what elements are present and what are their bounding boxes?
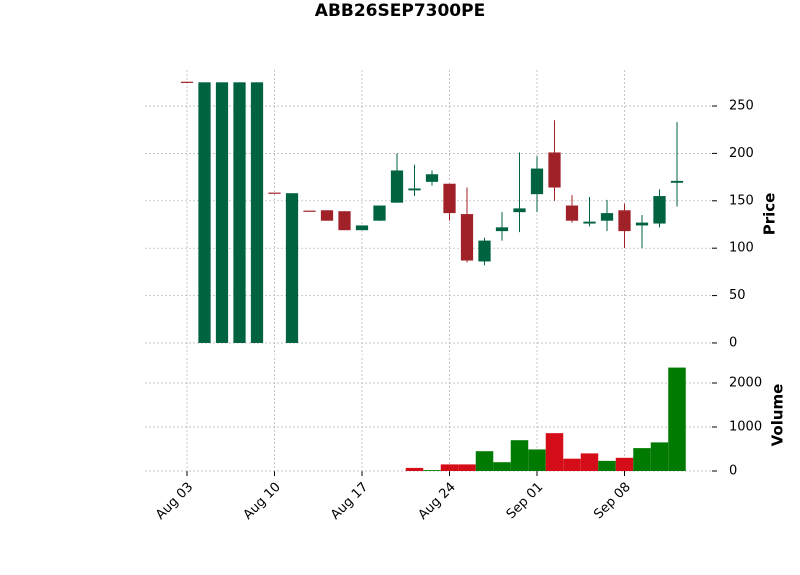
candle-body — [635, 222, 649, 226]
chart-title: ABB26SEP7300PE — [315, 1, 485, 21]
candle-body — [320, 210, 334, 221]
volume-bar — [510, 440, 529, 471]
candle-body — [180, 81, 194, 83]
candle-body — [513, 208, 526, 213]
x-tick-label: Aug 03 — [153, 480, 196, 523]
x-tick-label: Aug 10 — [241, 480, 284, 523]
x-tick-label: Sep 08 — [591, 480, 634, 523]
volume-bar — [493, 462, 511, 471]
volume-bar — [405, 467, 424, 471]
volume-tick-label: 0 — [729, 464, 737, 479]
candle-body — [250, 82, 264, 343]
candle-body — [198, 82, 211, 343]
volume-bar — [633, 448, 651, 471]
volume-bar — [598, 460, 616, 471]
candle-body — [653, 196, 666, 224]
y-tick-label: 150 — [729, 193, 754, 208]
candle-body — [548, 152, 561, 188]
candle-body — [478, 240, 491, 262]
candle-body — [390, 170, 404, 203]
candle-body — [443, 183, 456, 214]
candle-body — [303, 210, 316, 212]
candle-body — [233, 82, 246, 343]
volume-bar — [475, 451, 494, 471]
candle-body — [373, 205, 386, 221]
y-tick-label: 0 — [729, 335, 737, 350]
y-tick-label: 250 — [729, 99, 754, 114]
y-tick-label: 100 — [729, 241, 754, 256]
candle-body — [600, 213, 614, 221]
volume-bar — [545, 433, 564, 471]
candle-body — [215, 82, 229, 343]
candle-body — [355, 225, 369, 231]
volume-bar — [423, 470, 441, 471]
candle-body — [670, 180, 684, 183]
volume-bar — [580, 453, 599, 471]
candle-body — [268, 192, 281, 194]
volume-bar — [650, 442, 669, 471]
candle-body — [408, 188, 421, 191]
candle-body — [495, 227, 509, 232]
x-tick-label: Aug 24 — [416, 480, 459, 523]
y-axis-label: Price — [761, 193, 779, 236]
volume-bar — [440, 464, 459, 471]
volume-bar — [528, 449, 546, 471]
candle-body — [583, 221, 596, 224]
candle-body — [285, 193, 299, 343]
volume-tick-label: 1000 — [729, 419, 762, 434]
candle-body — [565, 205, 579, 221]
y-tick-label: 50 — [729, 288, 746, 303]
volume-bar — [668, 367, 686, 471]
candle-body — [338, 211, 351, 231]
volume-bar — [458, 464, 476, 471]
volume-axis-label: Volume — [769, 384, 787, 447]
candle-body — [618, 210, 631, 232]
candle-body — [425, 174, 439, 182]
volume-bar — [615, 457, 634, 471]
candle-body — [460, 214, 474, 261]
x-tick-label: Sep 01 — [504, 480, 547, 523]
x-tick-label: Aug 17 — [328, 480, 371, 523]
volume-bar — [563, 458, 581, 471]
candle-body — [530, 168, 544, 195]
y-tick-label: 200 — [729, 146, 754, 161]
volume-tick-label: 2000 — [729, 375, 762, 390]
